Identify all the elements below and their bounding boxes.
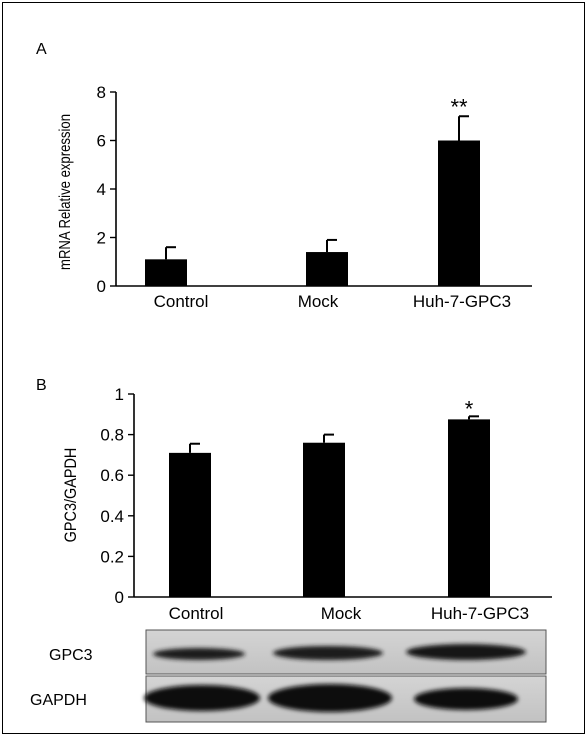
panel-b-category-label: Mock <box>321 604 362 623</box>
panel-a-bars <box>145 115 480 286</box>
panel-b-y-tick-label: 0.8 <box>100 426 124 445</box>
blot-band-gapdh-control <box>144 685 260 711</box>
panel-a-y-tick-label: 0 <box>97 277 106 296</box>
panel-a-y-tick-label: 4 <box>97 180 106 199</box>
panel-b-bar <box>448 419 490 597</box>
western-blot: GPC3 GAPDH <box>30 629 547 723</box>
panel-a-category-label: Control <box>154 292 209 311</box>
panel-b-bars <box>169 415 490 597</box>
panel-a-category-label: Mock <box>298 292 339 311</box>
blot-band-gpc3-control <box>153 648 245 660</box>
blot-label-gpc3: GPC3 <box>49 647 93 664</box>
panel-a-label: A <box>36 41 47 58</box>
blot-band-gpc3-huh7 <box>406 644 526 660</box>
panel-b-y-tick-label: 0.4 <box>100 507 124 526</box>
panel-a-tick-labels: 0 2 4 6 8 Control Mock ** Huh-7-GPC3 <box>97 83 512 311</box>
panel-a-y-tick-label: 8 <box>97 83 106 102</box>
panel-a-category-label: Huh-7-GPC3 <box>413 292 511 311</box>
panel-a-chart: A mRNA Relative expression 0 2 4 6 8 Control M… <box>36 41 532 311</box>
panel-b-y-axis-label: GPC3/GAPDH <box>62 448 80 543</box>
panel-b-y-tick-label: 0 <box>115 588 124 607</box>
panel-b-label: B <box>36 377 47 394</box>
panel-b-tick-labels: 0 0.2 0.4 0.6 0.8 1 Control Mock * Huh-7-GPC3 <box>100 385 529 623</box>
panel-b-bar <box>303 442 345 597</box>
panel-a-bar <box>306 252 348 286</box>
blot-band-gapdh-mock <box>268 684 392 712</box>
panel-a-bar <box>438 140 480 286</box>
panel-b-y-tick-label: 1 <box>115 385 124 404</box>
panel-b-chart: B GPC3/GAPDH 0 0.2 0.4 0.6 0.8 1 Control Mock * H… <box>36 377 552 623</box>
panel-a-bar <box>145 259 187 286</box>
panel-b-category-label: Control <box>169 604 224 623</box>
panel-b-y-tick-label: 0.6 <box>100 466 124 485</box>
blot-band-gapdh-huh7 <box>414 688 518 710</box>
panel-b-category-label: Huh-7-GPC3 <box>431 604 529 623</box>
panel-a-significance-marker: ** <box>450 94 468 119</box>
panel-a-y-axis-label: mRNA Relative expression <box>57 114 74 270</box>
blot-band-gpc3-mock <box>273 646 383 660</box>
panel-a-y-tick-label: 2 <box>97 229 106 248</box>
panel-a-y-tick-label: 6 <box>97 132 106 151</box>
panel-b-significance-marker: * <box>465 396 474 421</box>
panel-b-bar <box>169 452 211 597</box>
panel-b-y-tick-label: 0.2 <box>100 547 124 566</box>
blot-label-gapdh: GAPDH <box>30 692 87 709</box>
